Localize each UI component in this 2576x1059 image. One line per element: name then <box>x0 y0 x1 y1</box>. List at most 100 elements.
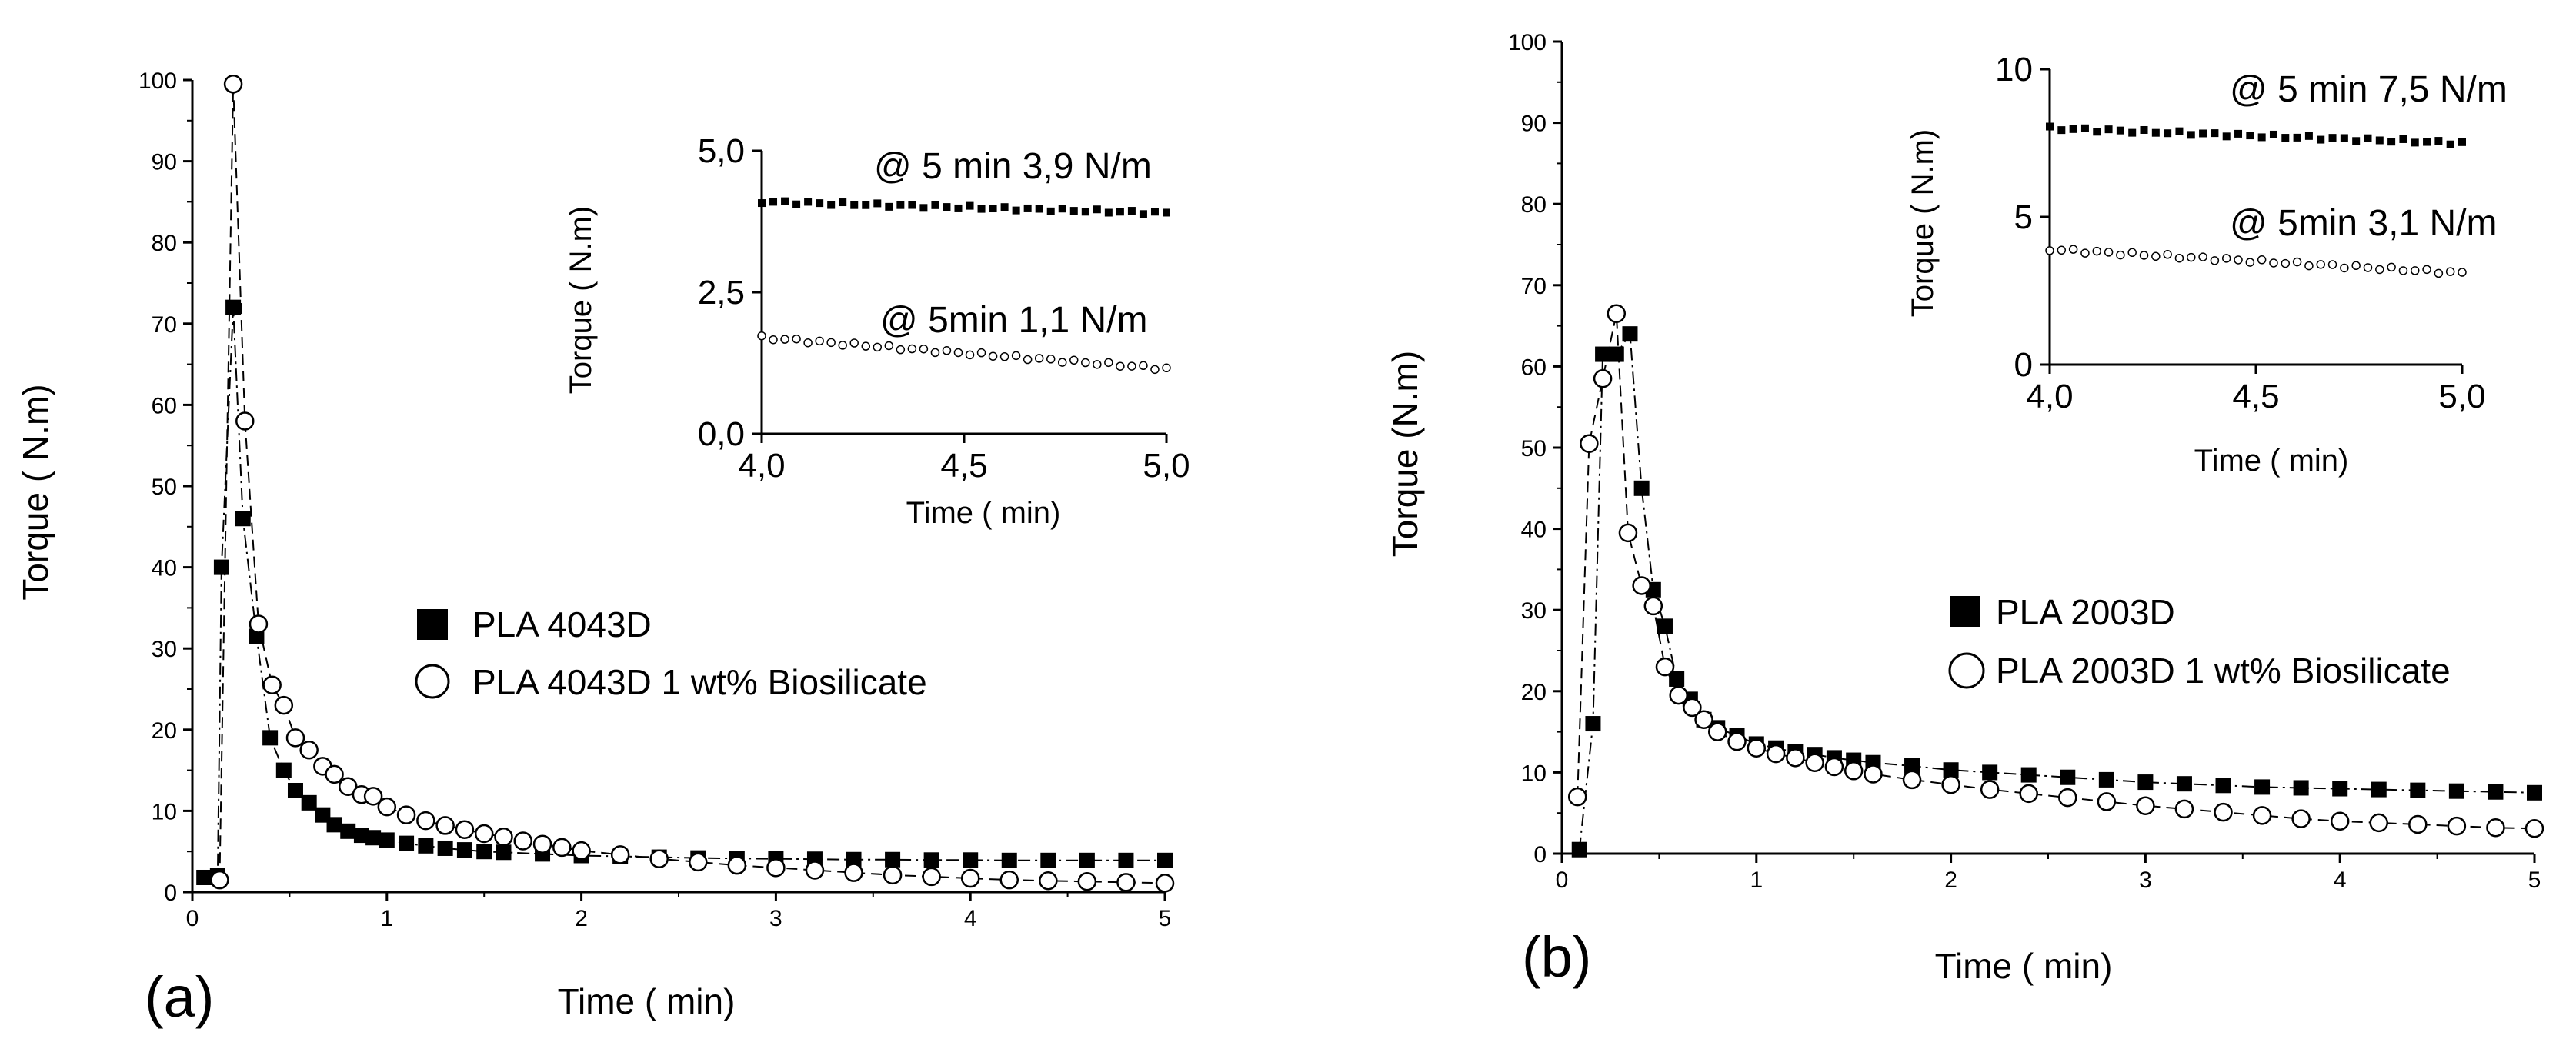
inset-data-point-circle <box>942 346 952 355</box>
data-point-square <box>353 828 369 844</box>
panel-b-y-axis-title: Torque (N.m) <box>1385 351 1425 557</box>
x-tick-label: 4 <box>964 906 977 931</box>
inset-data-point-circle <box>1057 358 1067 367</box>
inset-data-point-square <box>2104 125 2113 134</box>
data-point-circle <box>262 675 282 694</box>
y-tick-label: 0 <box>1533 842 1547 868</box>
inset-data-point-circle <box>2363 263 2373 272</box>
inset-data-point-circle <box>2269 258 2278 268</box>
inset-data-point-circle <box>2292 257 2302 267</box>
data-point-square <box>340 823 356 839</box>
inset-data-point-square <box>2128 128 2137 137</box>
inset-data-point-square <box>758 199 766 208</box>
inset-data-point-circle <box>1034 354 1044 363</box>
y-tick-label: 90 <box>1521 112 1547 137</box>
inset-data-point-square <box>804 198 813 206</box>
inset-data-point-square <box>2246 132 2254 140</box>
panel-b-inset-marks <box>2045 122 2467 278</box>
inset-data-point-circle <box>1116 361 1125 371</box>
y-tick-label: 40 <box>152 556 177 581</box>
panel-a-legend-label-1: PLA 4043D <box>472 604 652 644</box>
data-point-circle <box>552 838 572 858</box>
inset-data-point-square <box>2328 134 2337 142</box>
data-point-square <box>1982 764 1998 781</box>
data-point-square <box>437 840 453 856</box>
inset-data-point-square <box>1012 206 1020 215</box>
y-tick-label: 20 <box>1521 680 1547 705</box>
data-point-circle <box>2136 796 2155 815</box>
inset-data-point-square <box>2281 134 2290 142</box>
inset-data-point-circle <box>2187 252 2196 262</box>
inset-data-point-square <box>2211 129 2219 138</box>
inset-data-point-circle <box>2163 250 2172 259</box>
panel-b-inset-ticks: 4,0 4,5 5,0 0 5 10 <box>1995 51 2486 415</box>
panel-a-legend: PLA 4043D PLA 4043D 1 wt% Biosilicate <box>415 604 927 702</box>
panel-a-series-marks <box>196 75 1175 893</box>
inset-data-point-square <box>2187 131 2195 139</box>
inset-data-point-circle <box>1127 361 1136 371</box>
inset-data-point-circle <box>826 338 836 348</box>
data-point-circle <box>610 845 630 864</box>
y-tick-label: 10 <box>152 799 177 824</box>
data-point-circle <box>1669 685 1688 705</box>
y-tick-label: 40 <box>1521 518 1547 543</box>
data-point-square <box>1118 852 1134 868</box>
inset-data-point-square <box>2411 138 2419 147</box>
inset-data-point-square <box>1023 204 1032 212</box>
data-point-square <box>2371 781 2387 798</box>
inset-data-point-square <box>827 201 836 209</box>
inset-x-tick-label: 5,0 <box>1143 447 1190 485</box>
inset-data-point-circle <box>873 342 883 352</box>
inset-data-point-circle <box>2127 248 2137 258</box>
y-tick-label: 50 <box>152 475 177 500</box>
data-point-square <box>1633 480 1650 496</box>
data-point-circle <box>513 831 533 851</box>
inset-data-point-square <box>2399 135 2407 143</box>
data-point-circle <box>2408 814 2428 834</box>
data-point-circle <box>2447 816 2467 836</box>
data-point-square <box>2527 784 2542 801</box>
data-point-square <box>1669 671 1685 687</box>
y-tick-label: 0 <box>164 881 177 906</box>
x-tick-label: 2 <box>1944 868 1957 893</box>
data-point-circle <box>1632 576 1651 595</box>
inset-data-point-square <box>1093 205 1101 214</box>
data-point-circle <box>2369 813 2389 833</box>
data-point-circle <box>2524 819 2544 838</box>
panel-a-label: (a) <box>145 965 214 1029</box>
inset-data-point-circle <box>2221 254 2231 263</box>
inset-data-point-circle <box>2398 266 2408 275</box>
data-point-circle <box>2058 788 2077 808</box>
inset-data-point-circle <box>2327 260 2337 269</box>
data-point-circle <box>1643 596 1663 616</box>
data-point-circle <box>474 824 494 844</box>
inset-data-point-circle <box>2116 250 2125 260</box>
data-point-circle <box>2214 802 2233 822</box>
inset-data-point-square <box>1163 208 1170 217</box>
data-point-circle <box>572 841 591 861</box>
inset-data-point-square <box>896 201 905 209</box>
inset-data-point-circle <box>838 341 847 350</box>
inset-data-point-circle <box>2351 261 2361 271</box>
data-point-circle <box>532 834 552 854</box>
panel-a-inset-chart: 4,0 4,5 5,0 0,0 2,5 5,0 Torque ( N.m) Time ( … <box>564 132 1190 530</box>
inset-data-point-circle <box>907 344 917 354</box>
inset-data-point-square <box>1127 207 1136 215</box>
data-point-circle <box>416 811 435 831</box>
data-point-square <box>379 832 395 848</box>
x-tick-label: 2 <box>575 906 588 931</box>
data-point-square <box>225 299 242 315</box>
data-point-square <box>1904 758 1920 774</box>
inset-data-point-square <box>769 198 778 206</box>
y-tick-label: 30 <box>152 637 177 662</box>
data-point-circle <box>2291 809 2311 828</box>
data-point-circle <box>1747 738 1767 758</box>
inset-data-point-circle <box>2387 262 2396 272</box>
inset-data-point-circle <box>2281 258 2291 268</box>
inset-data-point-square <box>816 199 824 208</box>
inset-data-point-square <box>943 203 951 211</box>
inset-data-point-square <box>2423 138 2431 146</box>
data-point-circle <box>1607 304 1627 324</box>
